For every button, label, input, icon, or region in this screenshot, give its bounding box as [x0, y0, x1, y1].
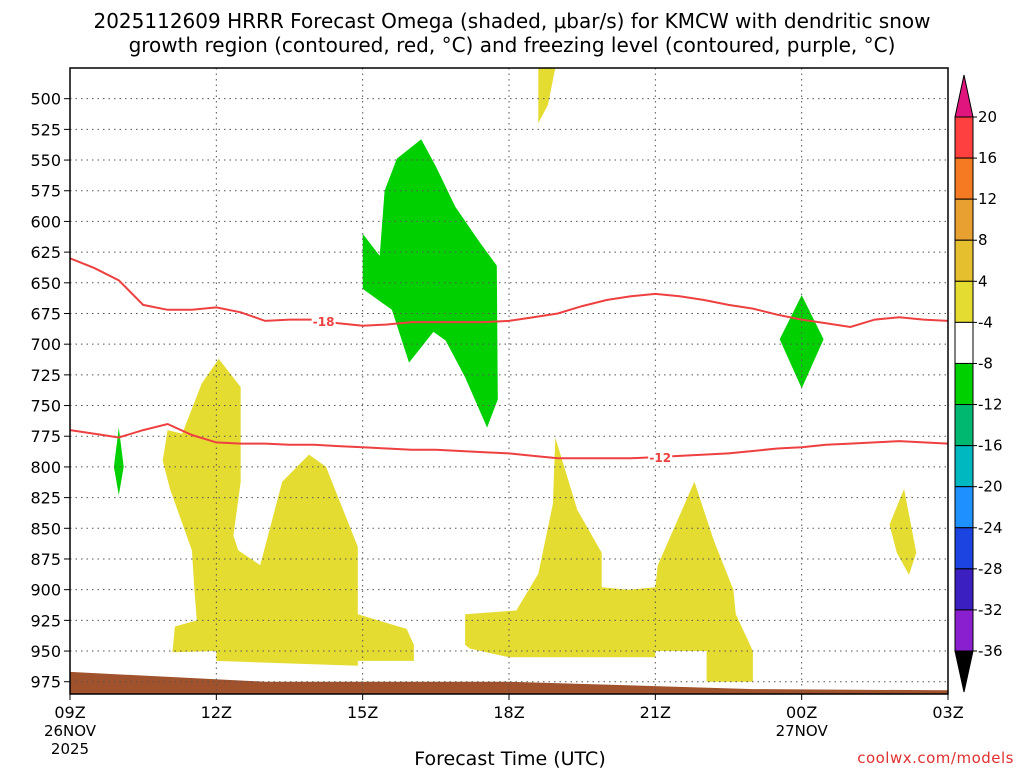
colorbar-segment — [954, 404, 974, 447]
colorbar-segment — [954, 486, 974, 529]
terrain-fill — [70, 671, 948, 694]
chart-title-line-1: 2025112609 HRRR Forecast Omega (shaded, … — [93, 9, 930, 33]
x-tick-label: 00Z — [786, 703, 817, 722]
colorbar-segment — [954, 527, 974, 570]
y-tick-label: 650 — [30, 274, 61, 293]
colorbar-label: -16 — [978, 437, 1003, 455]
omega-shaded-regions — [113, 68, 917, 682]
omega-region-6 — [465, 437, 753, 682]
contour-label: -18 — [313, 315, 335, 329]
colorbar-label: -28 — [978, 560, 1003, 578]
y-tick-label: 700 — [30, 335, 61, 354]
y-tick-label: 600 — [30, 212, 61, 231]
colorbar-segment — [954, 321, 974, 364]
x-axis-label: Forecast Time (UTC) — [414, 748, 605, 768]
x-tick-date: 27NOV — [776, 722, 829, 740]
y-tick-label: 675 — [30, 304, 61, 323]
x-tick-label: 03Z — [932, 703, 963, 722]
dgz-contour-line — [70, 422, 948, 460]
terrain-surface — [70, 671, 948, 694]
y-tick-label: 550 — [30, 151, 61, 170]
colorbar-label: 4 — [978, 272, 988, 290]
y-tick-label: 975 — [30, 673, 61, 692]
y-tick-label: 725 — [30, 366, 61, 385]
colorbar-label: -36 — [978, 642, 1003, 660]
y-tick-label: 775 — [30, 427, 61, 446]
colorbar-bottom-arrow — [954, 650, 974, 693]
x-tick-date: 26NOV — [44, 722, 97, 740]
y-tick-label: 750 — [30, 397, 61, 416]
colorbar-segment — [954, 116, 974, 159]
source-credit: coolwx.com/models — [857, 749, 1014, 767]
colorbar-segment — [954, 568, 974, 611]
omega-region-3 — [779, 295, 824, 389]
colorbar-segment — [954, 198, 974, 241]
x-tick-label: 12Z — [201, 703, 232, 722]
contour-label: -12 — [649, 451, 671, 465]
pressure-axis: 500 525 550 575 600 625 650 675 700 725 750 775 800 8… — [30, 90, 70, 692]
y-tick-label: 850 — [30, 519, 61, 538]
colorbar-label: 16 — [978, 149, 997, 167]
omega-region-2 — [362, 139, 498, 428]
y-tick-label: 875 — [30, 550, 61, 569]
omega-region-1 — [538, 68, 556, 124]
colorbar-label: -24 — [978, 519, 1003, 537]
x-tick-label: 09Z — [54, 703, 85, 722]
colorbar-segment — [954, 157, 974, 200]
colorbar-label: -4 — [978, 313, 993, 331]
colorbar-label: 12 — [978, 190, 997, 208]
colorbar-label: 8 — [978, 231, 988, 249]
colorbar-segment — [954, 362, 974, 406]
y-tick-label: 500 — [30, 90, 61, 109]
x-tick-label: 21Z — [640, 703, 671, 722]
y-tick-label: 800 — [30, 458, 61, 477]
omega-colorbar: 20 16 12 8 4 -4 -8 -12 -16 -20 -24 -28 -32 -36 — [954, 74, 1003, 693]
colorbar-segment — [954, 280, 974, 323]
x-tick-label: 18Z — [493, 703, 524, 722]
colorbar-label: -32 — [978, 601, 1003, 619]
chart-title-line-2: growth region (contoured, red, °C) and f… — [129, 33, 896, 57]
colorbar-label: 20 — [978, 108, 997, 126]
colorbar-label: -8 — [978, 354, 993, 372]
colorbar-label: -12 — [978, 396, 1003, 414]
x-tick-label: 15Z — [347, 703, 378, 722]
omega-region-4 — [113, 427, 124, 496]
colorbar-label: -20 — [978, 478, 1003, 496]
omega-region-7 — [889, 489, 917, 575]
y-tick-label: 925 — [30, 611, 61, 630]
dgz-contours: -18 -12 — [70, 257, 948, 465]
contour-label-bg — [311, 313, 336, 330]
y-tick-label: 825 — [30, 489, 61, 508]
y-tick-label: 950 — [30, 642, 61, 661]
omega-region-5 — [162, 358, 414, 666]
x-tick-year: 2025 — [51, 740, 89, 758]
dgz-contour-line — [70, 257, 948, 329]
colorbar-top-arrow — [954, 74, 974, 118]
y-tick-label: 575 — [30, 182, 61, 201]
colorbar-segment — [954, 609, 974, 652]
y-tick-label: 625 — [30, 243, 61, 262]
gridlines — [70, 68, 948, 694]
colorbar-segment — [954, 239, 974, 282]
contour-label-bg — [648, 448, 673, 465]
colorbar-segment — [954, 445, 974, 488]
y-tick-label: 900 — [30, 581, 61, 600]
y-tick-label: 525 — [30, 120, 61, 139]
